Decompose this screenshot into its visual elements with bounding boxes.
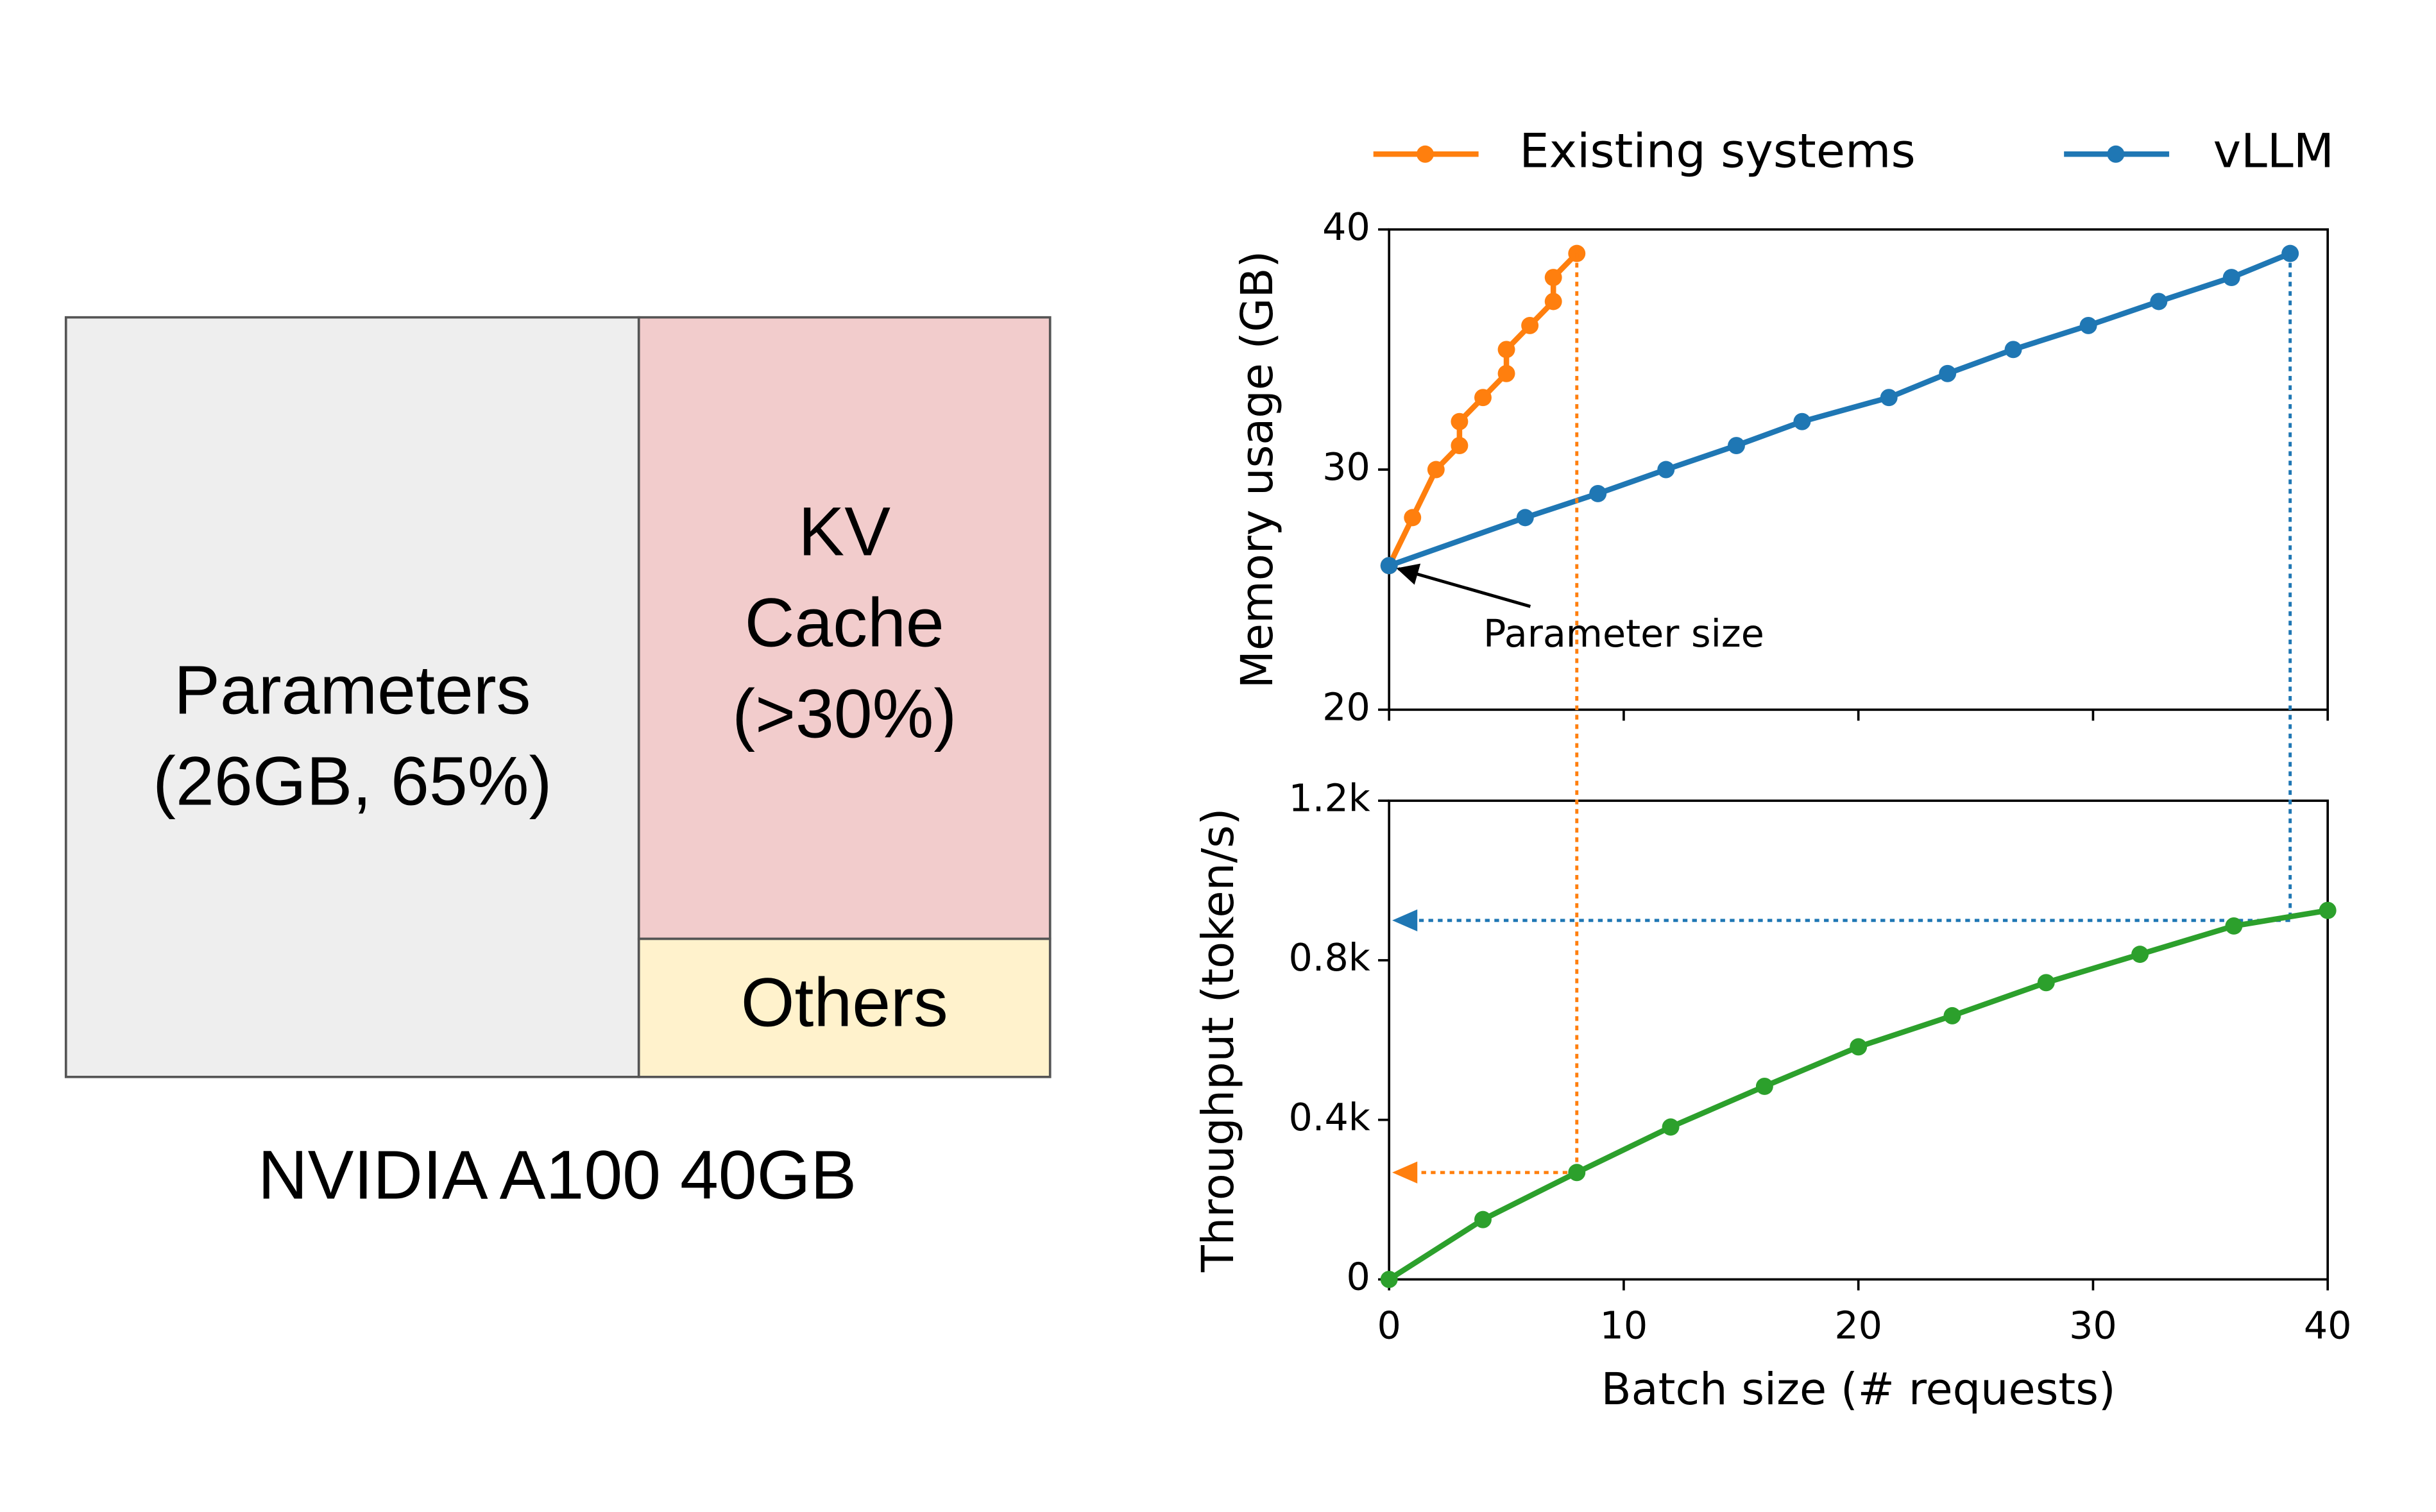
legend-label: Existing systems xyxy=(1519,124,1915,178)
memory-block xyxy=(64,316,640,1078)
data-point xyxy=(1497,341,1515,359)
data-point xyxy=(1516,509,1534,527)
data-point xyxy=(1380,1270,1398,1288)
arrow-head xyxy=(1392,1161,1418,1184)
data-point xyxy=(1404,509,1422,527)
data-point xyxy=(1451,412,1469,430)
block-label: (>30%) xyxy=(732,675,957,752)
x-tick-label: 30 xyxy=(2069,1304,2117,1347)
memory-block xyxy=(637,316,1052,940)
x-axis-label: Batch size (# requests) xyxy=(1601,1364,2116,1415)
data-point xyxy=(1793,412,1811,430)
data-point xyxy=(1474,389,1492,407)
x-tick-label: 20 xyxy=(1834,1304,1882,1347)
data-point xyxy=(1427,461,1445,479)
arrow-head xyxy=(1392,909,1418,931)
memory-block xyxy=(637,937,1052,1078)
y-tick-label: 1.2k xyxy=(1288,776,1370,820)
caption: NVIDIA A100 40GB xyxy=(258,1137,856,1214)
data-point xyxy=(1544,293,1562,310)
data-point xyxy=(1880,389,1898,407)
data-point xyxy=(2079,316,2097,334)
annotation: Parameter size xyxy=(1483,612,1764,656)
annotation-arrow xyxy=(1396,563,1531,608)
y-tick-label: 40 xyxy=(1322,205,1370,249)
data-point xyxy=(2150,293,2168,310)
data-point xyxy=(1474,1210,1492,1228)
y-tick-label: 20 xyxy=(1322,685,1370,729)
data-point xyxy=(1451,437,1469,455)
data-point xyxy=(2319,901,2337,919)
y-tick-label: 0.4k xyxy=(1288,1096,1370,1139)
y-axis-label: Memory usage (GB) xyxy=(1232,251,1283,688)
data-point xyxy=(2222,269,2240,287)
y-tick-label: 0 xyxy=(1346,1255,1370,1299)
data-point xyxy=(1728,437,1745,455)
data-point xyxy=(1943,1007,1961,1024)
data-point xyxy=(2281,244,2299,262)
legend-marker xyxy=(2107,145,2125,163)
data-point xyxy=(1939,364,1957,382)
block-label: KV xyxy=(798,493,890,570)
legend-label: vLLM xyxy=(2213,124,2335,178)
block-label: (26GB, 65%) xyxy=(153,743,552,820)
data-point xyxy=(1657,461,1675,479)
x-tick-label: 40 xyxy=(2304,1304,2352,1347)
block-label: Parameters xyxy=(174,652,531,729)
x-tick-label: 0 xyxy=(1377,1304,1401,1347)
data-point xyxy=(2131,946,2149,964)
y-tick-label: 30 xyxy=(1322,445,1370,489)
y-tick-label: 0.8k xyxy=(1288,936,1370,980)
data-point xyxy=(1544,269,1562,287)
data-point xyxy=(1568,244,1586,262)
data-point xyxy=(2225,917,2243,935)
y-axis-label: Throughput (token/s) xyxy=(1193,808,1244,1273)
series-line xyxy=(1387,908,2328,1282)
data-point xyxy=(1662,1118,1680,1136)
block-label: Others xyxy=(741,964,948,1041)
x-tick-label: 10 xyxy=(1600,1304,1648,1347)
data-point xyxy=(1755,1077,1773,1095)
data-point xyxy=(1497,364,1515,382)
data-point xyxy=(1589,484,1607,502)
data-point xyxy=(2004,341,2022,359)
data-point xyxy=(1850,1038,1868,1056)
data-point xyxy=(2037,974,2055,992)
data-point xyxy=(1521,316,1539,334)
data-point xyxy=(1568,1164,1586,1182)
block-label: Cache xyxy=(745,584,944,661)
legend-marker xyxy=(1416,145,1434,163)
data-point xyxy=(1380,557,1398,575)
